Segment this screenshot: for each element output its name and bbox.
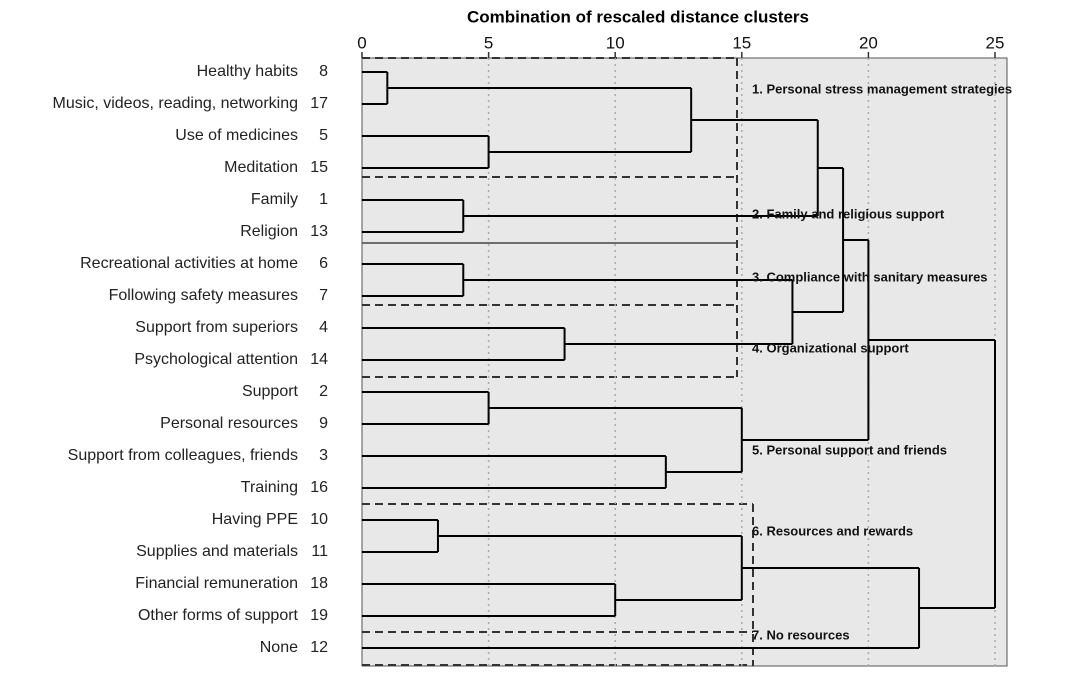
cluster-label: 1. Personal stress management strategies [752,81,1012,96]
case-number: 11 [311,543,328,560]
leaf-label: Meditation [224,159,298,176]
case-number: 1 [319,191,328,208]
x-tick-label: 0 [357,33,366,52]
leaf-label: Healthy habits [197,63,298,80]
leaf-label: Personal resources [160,415,298,432]
leaf-label: Supplies and materials [136,543,298,560]
leaf-label: Religion [240,223,298,240]
x-tick-label: 15 [732,33,751,52]
x-tick-label: 10 [606,33,625,52]
x-tick-label: 5 [484,33,493,52]
leaf-label: Financial remuneration [135,575,298,592]
leaf-label: Recreational activities at home [80,255,298,272]
cluster-label: 5. Personal support and friends [752,442,947,457]
case-number: 6 [319,255,328,272]
plot-background [361,57,1008,667]
leaf-label: None [260,639,298,656]
x-tick-label: 25 [986,33,1005,52]
case-number: 5 [319,127,328,144]
case-number: 14 [310,351,328,368]
chart-title: Combination of rescaled distance cluster… [467,7,809,26]
leaf-label: Following safety measures [109,287,298,304]
leaf-label: Other forms of support [138,607,299,624]
case-number: 18 [310,575,328,592]
case-number: 19 [310,607,328,624]
cluster-label: 2. Family and religious support [752,206,945,221]
leaf-label: Having PPE [212,511,298,528]
leaf-label: Music, videos, reading, networking [53,95,298,112]
case-number: 7 [319,287,328,304]
case-number: 8 [319,63,328,80]
case-number: 4 [319,319,328,336]
case-number: 15 [310,159,328,176]
leaf-label: Psychological attention [134,351,298,368]
case-number: 17 [310,95,328,112]
leaf-label: Family [251,191,298,208]
case-number: 12 [310,639,328,656]
case-number: 10 [310,511,328,528]
case-number: 16 [310,479,328,496]
cluster-label: 6. Resources and rewards [752,523,913,538]
leaf-label: Support from colleagues, friends [68,447,298,464]
cluster-boxes [362,57,754,666]
leaf-label: Training [241,479,298,496]
leaf-label: Use of medicines [175,127,298,144]
leaf-label: Support from superiors [135,319,298,336]
case-number: 2 [319,383,328,400]
x-tick-label: 20 [859,33,878,52]
cluster-label: 4. Organizational support [752,340,909,355]
leaf-label: Support [242,383,299,400]
cluster-label: 7. No resources [752,627,850,642]
case-number: 9 [319,415,328,432]
case-number: 3 [319,447,328,464]
cluster-label: 3. Compliance with sanitary measures [752,269,988,284]
case-number: 13 [310,223,328,240]
